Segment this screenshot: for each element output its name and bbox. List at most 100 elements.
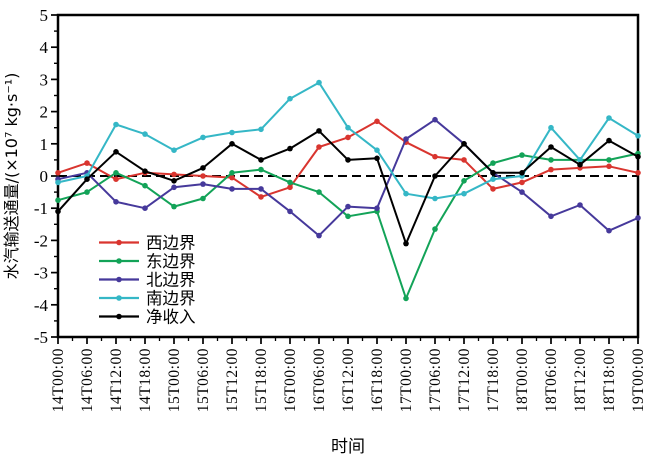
series-line-south-boundary	[57, 81, 639, 200]
data-point-north-boundary	[403, 136, 409, 142]
data-point-net-income	[519, 170, 525, 176]
data-point-net-income	[432, 173, 438, 179]
y-tick-label: -1	[34, 199, 48, 218]
data-point-south-boundary	[287, 95, 293, 102]
data-point-east-boundary	[461, 178, 467, 184]
data-point-east-boundary	[142, 182, 148, 189]
x-tick-label: 17T00:00	[398, 348, 415, 412]
legend-label-north-boundary: 北边界	[146, 271, 196, 290]
data-point-south-boundary	[200, 134, 206, 141]
data-point-south-boundary	[229, 129, 235, 136]
plot-frame	[56, 13, 640, 339]
data-point-net-income	[55, 208, 61, 215]
y-tick-label: 4	[40, 38, 49, 57]
data-point-net-income	[316, 128, 322, 134]
data-point-north-boundary	[519, 189, 525, 195]
legend-marker-west-boundary	[116, 239, 122, 246]
x-tick-label: 14T18:00	[137, 348, 154, 412]
data-point-west-boundary	[345, 134, 351, 141]
data-point-east-boundary	[316, 189, 322, 195]
legend-marker-east-boundary	[116, 258, 122, 264]
data-point-south-boundary	[345, 124, 351, 131]
data-point-east-boundary	[200, 195, 206, 202]
data-point-net-income	[287, 145, 293, 152]
data-point-west-boundary	[461, 157, 467, 163]
data-point-east-boundary	[519, 152, 525, 158]
data-point-net-income	[229, 141, 235, 147]
data-point-north-boundary	[374, 205, 380, 211]
data-point-west-boundary	[258, 194, 264, 200]
data-point-north-boundary	[171, 184, 177, 191]
data-point-net-income	[84, 176, 90, 182]
x-tick-label: 19T00:00	[630, 348, 647, 412]
data-point-south-boundary	[55, 179, 61, 186]
y-tick-label: -3	[34, 264, 48, 283]
legend-label-south-boundary: 南边界	[146, 289, 196, 308]
data-point-net-income	[113, 149, 119, 155]
x-tick-label: 17T06:00	[427, 348, 444, 412]
data-point-south-boundary	[432, 195, 438, 202]
data-point-east-boundary	[432, 226, 438, 232]
data-point-north-boundary	[258, 186, 264, 192]
x-tick-label: 18T12:00	[572, 348, 589, 412]
data-point-south-boundary	[403, 190, 409, 197]
y-tick-label: 1	[40, 135, 49, 154]
data-point-east-boundary	[55, 197, 61, 203]
data-point-net-income	[635, 153, 641, 160]
legend-marker-north-boundary	[116, 276, 122, 283]
data-point-west-boundary	[374, 118, 380, 125]
x-tick-label: 16T12:00	[340, 348, 357, 412]
data-point-north-boundary	[345, 203, 351, 210]
x-tick-label: 16T00:00	[282, 348, 299, 412]
data-point-north-boundary	[113, 199, 119, 205]
x-tick-label: 15T00:00	[166, 348, 183, 412]
data-point-north-boundary	[432, 116, 438, 123]
data-point-west-boundary	[113, 176, 119, 182]
x-tick-label: 17T12:00	[456, 348, 473, 412]
y-tick-label: 0	[40, 167, 49, 186]
data-point-net-income	[171, 178, 177, 184]
legend-label-net-income: 净收入	[146, 308, 196, 327]
data-point-west-boundary	[84, 160, 90, 166]
data-point-south-boundary	[461, 190, 467, 197]
x-tick-label: 18T00:00	[514, 348, 531, 412]
legend-label-west-boundary: 西边界	[146, 234, 196, 253]
data-point-east-boundary	[84, 189, 90, 195]
data-point-net-income	[403, 240, 409, 247]
data-point-north-boundary	[548, 213, 554, 220]
data-point-north-boundary	[229, 186, 235, 192]
data-point-north-boundary	[635, 215, 641, 221]
y-tick-label: 2	[40, 103, 49, 122]
data-point-north-boundary	[287, 208, 293, 215]
x-tick-label: 14T12:00	[108, 348, 125, 412]
y-tick-label: -2	[34, 231, 48, 250]
data-point-net-income	[548, 144, 554, 150]
data-point-north-boundary	[577, 202, 583, 208]
data-point-net-income	[200, 165, 206, 171]
x-tick-label: 18T18:00	[601, 348, 618, 412]
x-tick-label: 18T06:00	[543, 348, 560, 412]
y-tick-label: 5	[40, 6, 49, 25]
data-point-east-boundary	[113, 170, 119, 176]
x-tick-label: 15T12:00	[224, 348, 241, 412]
legend-marker-south-boundary	[116, 295, 122, 301]
data-point-north-boundary	[200, 181, 206, 187]
y-tick-label: -5	[34, 328, 48, 347]
y-tick-label: -4	[34, 296, 49, 315]
data-point-net-income	[577, 161, 583, 168]
data-point-south-boundary	[606, 115, 612, 121]
data-point-south-boundary	[635, 133, 641, 139]
y-tick-label: 3	[40, 70, 49, 89]
data-point-west-boundary	[548, 166, 554, 173]
data-point-east-boundary	[606, 157, 612, 163]
data-point-north-boundary	[606, 227, 612, 234]
data-point-west-boundary	[171, 171, 177, 178]
data-point-east-boundary	[287, 179, 293, 186]
data-point-net-income	[345, 157, 351, 163]
data-point-west-boundary	[55, 170, 61, 176]
data-point-west-boundary	[490, 186, 496, 192]
data-point-south-boundary	[316, 79, 322, 86]
x-tick-label: 14T06:00	[79, 348, 96, 412]
x-tick-label: 15T18:00	[253, 348, 270, 412]
